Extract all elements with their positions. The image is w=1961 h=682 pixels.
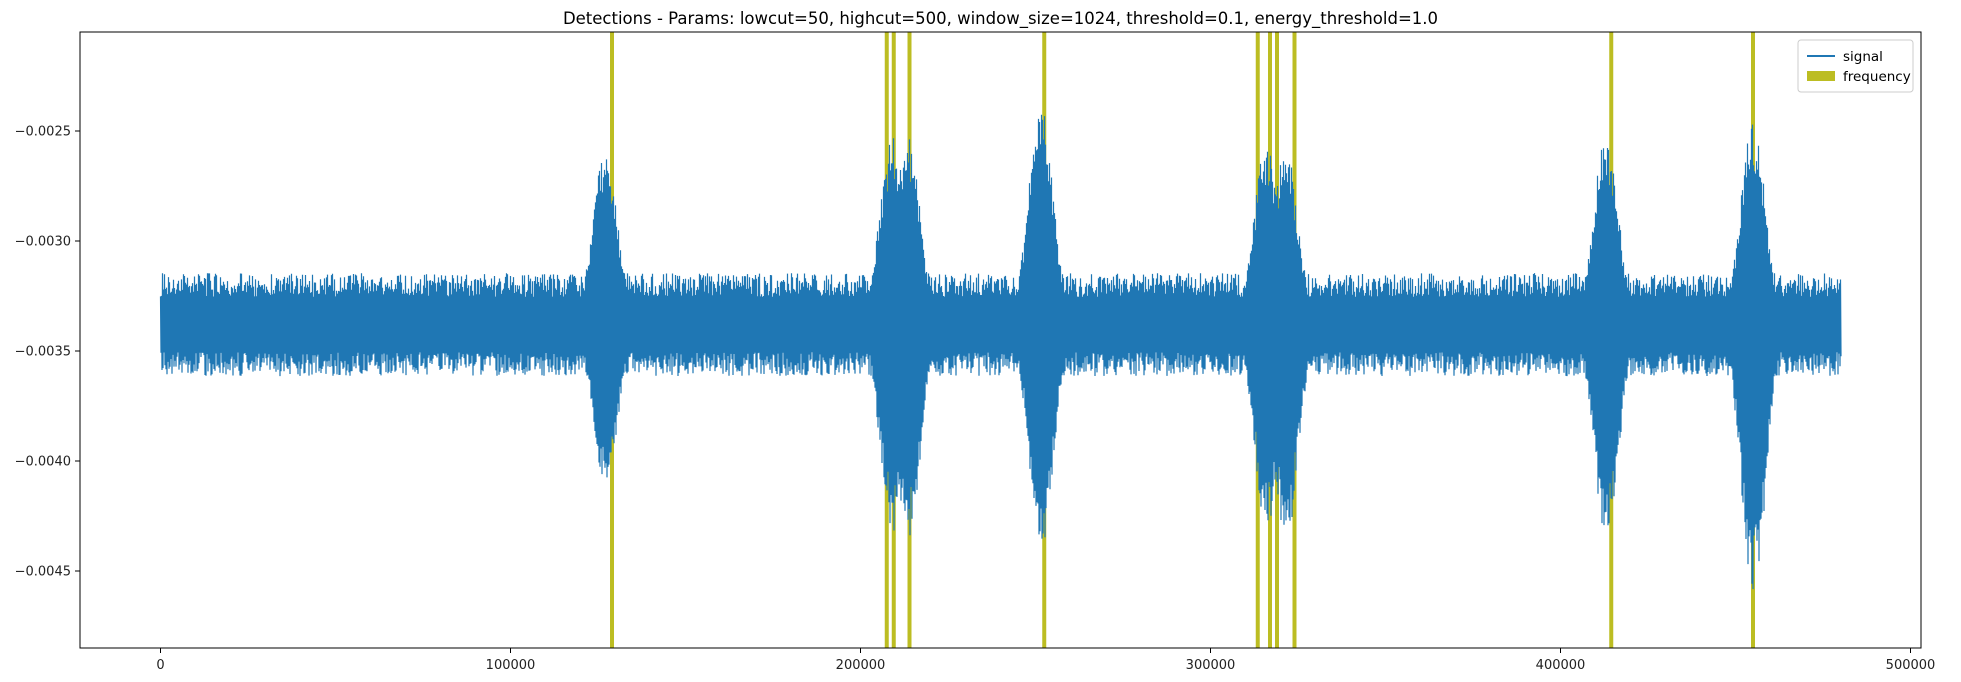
x-tick-label: 500000 — [1886, 658, 1936, 673]
signal-line — [159, 114, 1842, 590]
signal-series — [159, 114, 1842, 590]
legend-frequency-label: frequency — [1843, 69, 1911, 85]
plot-frame — [79, 31, 1922, 649]
x-tick-label: 100000 — [486, 658, 536, 673]
x-tick-label: 200000 — [836, 658, 886, 673]
axes: 0 100000 200000 300000 400000 500000 −0.0025 −0… — [15, 31, 1936, 673]
x-tick-label: 0 — [156, 658, 164, 673]
chart-title: Detections - Params: lowcut=50, highcut=… — [563, 9, 1438, 29]
y-tick-label: −0.0030 — [15, 235, 71, 250]
x-tick-label: 400000 — [1536, 658, 1586, 673]
legend-frequency-swatch — [1807, 71, 1835, 81]
x-tick-label: 300000 — [1186, 658, 1236, 673]
y-tick-label: −0.0025 — [15, 125, 71, 140]
y-tick-label: −0.0040 — [15, 455, 71, 470]
legend-signal-label: signal — [1843, 49, 1883, 65]
legend: signal frequency — [1797, 39, 1914, 93]
y-tick-label: −0.0035 — [15, 345, 71, 360]
y-tick-label: −0.0045 — [15, 565, 71, 580]
